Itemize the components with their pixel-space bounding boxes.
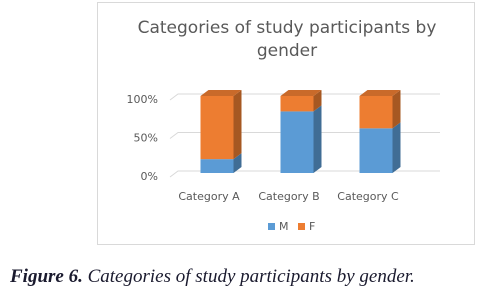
- x-tick-label: Category C: [337, 190, 399, 203]
- bar-top: [359, 90, 401, 96]
- y-tick-label: 0%: [141, 170, 158, 183]
- y-tick-label: 100%: [127, 93, 158, 106]
- bar: [280, 111, 314, 173]
- chart-title: gender: [257, 41, 317, 61]
- bar: [200, 96, 234, 160]
- bar-top: [280, 90, 322, 96]
- bar-side: [233, 153, 242, 173]
- x-tick-label: Category B: [258, 190, 319, 203]
- bar-side: [313, 105, 322, 173]
- legend-swatch: [298, 223, 305, 230]
- grid-line: [169, 170, 440, 178]
- bar-side: [392, 90, 401, 129]
- y-tick-label: 50%: [134, 132, 158, 145]
- bar: [359, 96, 393, 129]
- caption: Figure 6. Categories of study participan…: [10, 266, 415, 288]
- legend-swatch: [268, 223, 275, 230]
- bar-side: [392, 122, 401, 173]
- bar-top: [200, 90, 242, 96]
- grid-line: [169, 93, 440, 101]
- chart-title: Categories of study participants by: [138, 18, 437, 38]
- chart: Categories of study participants by gend…: [97, 2, 475, 245]
- caption-text: Categories of study participants by gend…: [87, 266, 415, 287]
- legend-label: M: [279, 220, 289, 233]
- bar: [359, 128, 393, 173]
- bar: [280, 96, 314, 112]
- legend-label: F: [309, 220, 315, 233]
- grid-line: [169, 132, 440, 139]
- bar: [200, 159, 234, 173]
- caption-label: Figure 6.: [10, 266, 83, 287]
- x-tick-label: Category A: [178, 190, 240, 203]
- bar-side: [233, 90, 242, 160]
- bar-side: [313, 90, 322, 112]
